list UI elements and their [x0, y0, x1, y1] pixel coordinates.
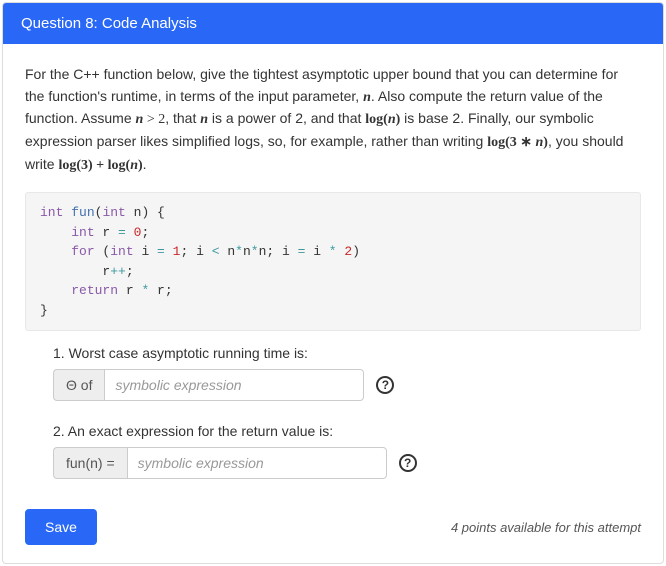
save-button[interactable]: Save	[25, 509, 97, 545]
help-icon[interactable]: ?	[399, 454, 417, 472]
sub-questions: 1. Worst case asymptotic running time is…	[25, 345, 641, 479]
question-title: Question 8: Code Analysis	[21, 15, 197, 32]
question-2-label: 2. An exact expression for the return va…	[53, 423, 641, 439]
question-2-input[interactable]	[127, 447, 387, 479]
points-available: 4 points available for this attempt	[451, 520, 641, 535]
question-1-label: 1. Worst case asymptotic running time is…	[53, 345, 641, 361]
question-1: 1. Worst case asymptotic running time is…	[53, 345, 641, 401]
question-card: Question 8: Code Analysis For the C++ fu…	[2, 2, 664, 564]
question-1-input-group: Θ of ?	[53, 369, 641, 401]
question-2-addon: fun(n) =	[53, 447, 127, 479]
question-1-input[interactable]	[104, 369, 364, 401]
question-footer: Save 4 points available for this attempt	[25, 509, 641, 545]
question-header: Question 8: Code Analysis	[3, 3, 663, 44]
code-block: int fun(int n) { int r = 0; for (int i =…	[25, 192, 641, 331]
question-2: 2. An exact expression for the return va…	[53, 423, 641, 479]
question-1-addon: Θ of	[53, 369, 104, 401]
prompt-text: For the C++ function below, give the tig…	[25, 64, 641, 176]
question-2-input-group: fun(n) = ?	[53, 447, 641, 479]
question-body: For the C++ function below, give the tig…	[3, 44, 663, 563]
help-icon[interactable]: ?	[376, 376, 394, 394]
